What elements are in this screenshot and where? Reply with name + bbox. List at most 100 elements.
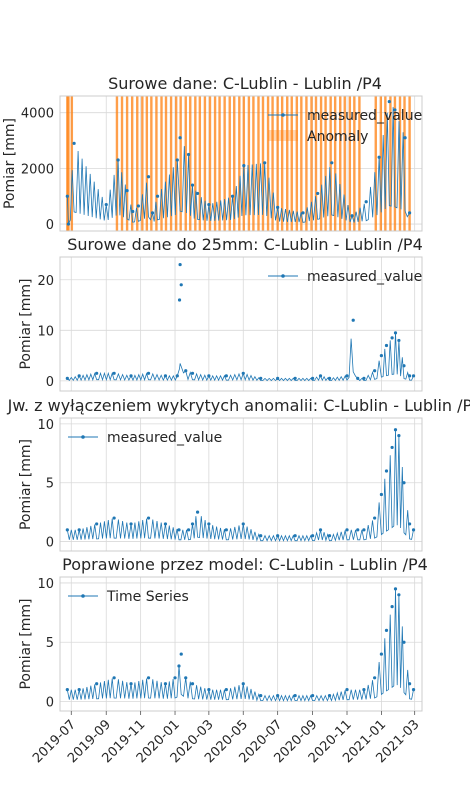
data-point xyxy=(407,211,412,215)
legend-marker xyxy=(81,594,85,598)
anomaly-span xyxy=(160,96,163,231)
data-point xyxy=(177,298,182,302)
y-tick-label: 5 xyxy=(46,477,54,492)
data-point xyxy=(178,262,182,267)
data-point xyxy=(190,682,195,686)
data-point xyxy=(241,682,245,686)
chart-title: Poprawione przez model: C-Lublin - Lubli… xyxy=(62,555,428,574)
legend-label: Anomaly xyxy=(307,129,368,145)
data-point xyxy=(379,354,384,358)
data-point xyxy=(190,183,195,187)
data-point xyxy=(393,587,398,591)
anomaly-span xyxy=(169,96,173,231)
data-point xyxy=(393,428,398,432)
anomaly-span xyxy=(280,96,284,231)
data-point xyxy=(163,682,168,686)
legend-label: Time Series xyxy=(106,589,189,605)
anomaly-span xyxy=(348,96,352,231)
data-point xyxy=(77,528,81,532)
y-tick-label: 10 xyxy=(37,324,54,339)
series-line xyxy=(66,429,414,542)
data-point xyxy=(175,374,179,378)
data-point xyxy=(356,376,360,380)
data-point xyxy=(177,664,181,668)
chart-title: Surowe dane: C-Lublin - Lublin /P4 xyxy=(108,74,382,93)
anomaly-span xyxy=(141,96,144,231)
legend-marker xyxy=(281,113,285,117)
data-point xyxy=(390,605,394,609)
data-point xyxy=(311,693,315,698)
data-point xyxy=(276,205,280,209)
y-axis-label: Pomiar [mm] xyxy=(18,598,34,689)
y-tick-label: 4000 xyxy=(21,107,54,122)
legend-label: measured_value xyxy=(307,108,422,124)
data-point xyxy=(362,528,366,532)
anomaly-span xyxy=(374,96,377,231)
data-point xyxy=(65,376,69,380)
anomaly-span xyxy=(333,96,337,231)
data-point xyxy=(77,374,81,378)
data-point xyxy=(65,194,69,198)
anomaly-span xyxy=(238,96,241,231)
anomaly-span xyxy=(257,96,260,231)
data-point xyxy=(116,158,120,162)
y-axis-label: Pomiar [mm] xyxy=(18,439,34,530)
anomaly-span xyxy=(228,96,231,231)
data-point xyxy=(95,522,99,526)
data-point xyxy=(207,374,211,378)
anomaly-span xyxy=(218,96,221,231)
data-point xyxy=(65,688,69,692)
data-point xyxy=(276,376,280,380)
data-point xyxy=(65,528,69,532)
anomaly-span xyxy=(393,96,397,231)
data-point xyxy=(390,336,394,340)
anomaly-span xyxy=(300,96,303,231)
anomaly-span xyxy=(120,96,124,231)
data-point xyxy=(230,194,235,198)
data-point xyxy=(402,640,406,644)
data-point xyxy=(163,374,168,378)
anomaly-span xyxy=(261,96,265,231)
anomaly-span xyxy=(358,96,361,231)
data-point xyxy=(327,376,332,380)
data-point xyxy=(131,209,135,214)
data-point xyxy=(311,534,315,538)
data-point xyxy=(402,364,406,368)
data-point xyxy=(241,522,245,526)
anomaly-span xyxy=(319,96,323,231)
data-point xyxy=(318,528,323,532)
anomaly-span xyxy=(203,96,207,231)
anomaly-span xyxy=(164,96,168,231)
anomaly-span xyxy=(155,96,158,231)
legend-label: measured_value xyxy=(107,430,222,446)
y-tick-label: 2000 xyxy=(21,162,54,177)
data-point xyxy=(207,688,211,692)
anomaly-span xyxy=(353,96,356,231)
data-point xyxy=(173,676,177,680)
anomaly-span xyxy=(136,96,139,231)
data-point xyxy=(95,682,99,686)
anomaly-span xyxy=(70,96,74,231)
data-point xyxy=(318,374,323,378)
data-point xyxy=(136,204,140,208)
plot-frame xyxy=(59,256,423,392)
data-point xyxy=(190,371,195,375)
data-point xyxy=(207,522,211,526)
data-point xyxy=(373,516,377,520)
data-point xyxy=(276,693,280,698)
anomaly-span xyxy=(125,96,129,231)
data-point xyxy=(146,371,151,375)
anomaly-span xyxy=(343,96,346,231)
anomaly-span xyxy=(174,96,178,231)
data-point xyxy=(407,522,412,526)
data-point xyxy=(150,211,155,215)
data-point xyxy=(379,652,384,656)
anomaly-span xyxy=(324,96,327,231)
data-point xyxy=(387,99,391,104)
data-point xyxy=(411,374,416,378)
data-point xyxy=(384,628,389,632)
anomaly-span xyxy=(252,96,255,231)
y-tick-label: 0 xyxy=(46,536,54,551)
anomaly-span xyxy=(223,96,226,231)
anomaly-span xyxy=(145,96,149,231)
